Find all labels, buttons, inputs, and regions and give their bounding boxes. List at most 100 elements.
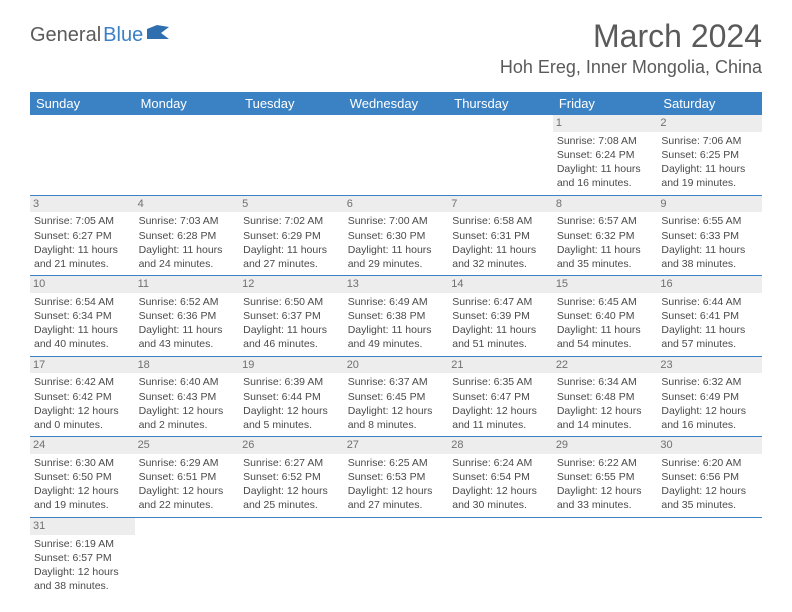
cell-dl2: and 2 minutes. [139, 418, 236, 432]
calendar-cell: 19Sunrise: 6:39 AMSunset: 6:44 PMDayligh… [239, 356, 344, 437]
day-number: 17 [30, 357, 135, 374]
day-header: Sunday [30, 92, 135, 115]
cell-sr: Sunrise: 6:30 AM [34, 456, 131, 470]
cell-dl1: Daylight: 12 hours [139, 404, 236, 418]
calendar-row: 3Sunrise: 7:05 AMSunset: 6:27 PMDaylight… [30, 195, 762, 276]
day-number-empty [344, 115, 449, 132]
day-header: Tuesday [239, 92, 344, 115]
calendar-cell: 3Sunrise: 7:05 AMSunset: 6:27 PMDaylight… [30, 195, 135, 276]
cell-dl2: and 33 minutes. [557, 498, 654, 512]
cell-sr: Sunrise: 6:40 AM [139, 375, 236, 389]
cell-dl2: and 16 minutes. [661, 418, 758, 432]
cell-ss: Sunset: 6:38 PM [348, 309, 445, 323]
cell-ss: Sunset: 6:25 PM [661, 148, 758, 162]
cell-dl2: and 38 minutes. [661, 257, 758, 271]
calendar-cell-empty [239, 115, 344, 195]
calendar-cell: 20Sunrise: 6:37 AMSunset: 6:45 PMDayligh… [344, 356, 449, 437]
day-number: 14 [448, 276, 553, 293]
cell-sr: Sunrise: 6:55 AM [661, 214, 758, 228]
cell-dl2: and 25 minutes. [243, 498, 340, 512]
calendar-cell: 11Sunrise: 6:52 AMSunset: 6:36 PMDayligh… [135, 276, 240, 357]
cell-sr: Sunrise: 6:42 AM [34, 375, 131, 389]
calendar-cell: 6Sunrise: 7:00 AMSunset: 6:30 PMDaylight… [344, 195, 449, 276]
cell-dl2: and 54 minutes. [557, 337, 654, 351]
cell-dl2: and 5 minutes. [243, 418, 340, 432]
calendar-cell-empty [344, 517, 449, 597]
cell-dl1: Daylight: 12 hours [34, 565, 131, 579]
day-number-empty [239, 518, 344, 535]
calendar-cell: 2Sunrise: 7:06 AMSunset: 6:25 PMDaylight… [657, 115, 762, 195]
cell-ss: Sunset: 6:36 PM [139, 309, 236, 323]
day-header: Thursday [448, 92, 553, 115]
day-header: Friday [553, 92, 658, 115]
cell-dl2: and 27 minutes. [243, 257, 340, 271]
calendar-cell: 26Sunrise: 6:27 AMSunset: 6:52 PMDayligh… [239, 437, 344, 518]
cell-dl1: Daylight: 11 hours [139, 323, 236, 337]
cell-dl2: and 14 minutes. [557, 418, 654, 432]
calendar-cell: 12Sunrise: 6:50 AMSunset: 6:37 PMDayligh… [239, 276, 344, 357]
cell-sr: Sunrise: 6:34 AM [557, 375, 654, 389]
cell-dl2: and 11 minutes. [452, 418, 549, 432]
cell-dl1: Daylight: 11 hours [661, 323, 758, 337]
cell-dl1: Daylight: 12 hours [34, 484, 131, 498]
cell-sr: Sunrise: 6:44 AM [661, 295, 758, 309]
calendar-cell-empty [657, 517, 762, 597]
day-number: 19 [239, 357, 344, 374]
calendar-cell: 13Sunrise: 6:49 AMSunset: 6:38 PMDayligh… [344, 276, 449, 357]
calendar-row: 31Sunrise: 6:19 AMSunset: 6:57 PMDayligh… [30, 517, 762, 597]
cell-sr: Sunrise: 7:06 AM [661, 134, 758, 148]
calendar-cell-empty [448, 115, 553, 195]
cell-dl2: and 49 minutes. [348, 337, 445, 351]
cell-dl1: Daylight: 11 hours [452, 323, 549, 337]
calendar-row: 17Sunrise: 6:42 AMSunset: 6:42 PMDayligh… [30, 356, 762, 437]
day-number-empty [30, 115, 135, 132]
cell-sr: Sunrise: 7:02 AM [243, 214, 340, 228]
cell-ss: Sunset: 6:37 PM [243, 309, 340, 323]
cell-dl1: Daylight: 12 hours [557, 484, 654, 498]
cell-sr: Sunrise: 6:54 AM [34, 295, 131, 309]
calendar-cell: 23Sunrise: 6:32 AMSunset: 6:49 PMDayligh… [657, 356, 762, 437]
cell-ss: Sunset: 6:48 PM [557, 390, 654, 404]
cell-sr: Sunrise: 6:50 AM [243, 295, 340, 309]
cell-ss: Sunset: 6:50 PM [34, 470, 131, 484]
day-number-empty [448, 518, 553, 535]
cell-dl2: and 46 minutes. [243, 337, 340, 351]
cell-dl1: Daylight: 12 hours [243, 404, 340, 418]
cell-ss: Sunset: 6:39 PM [452, 309, 549, 323]
day-header: Wednesday [344, 92, 449, 115]
day-number: 7 [448, 196, 553, 213]
cell-dl2: and 27 minutes. [348, 498, 445, 512]
cell-sr: Sunrise: 6:35 AM [452, 375, 549, 389]
cell-dl1: Daylight: 12 hours [34, 404, 131, 418]
cell-dl2: and 35 minutes. [661, 498, 758, 512]
calendar-row: 24Sunrise: 6:30 AMSunset: 6:50 PMDayligh… [30, 437, 762, 518]
cell-dl1: Daylight: 11 hours [243, 323, 340, 337]
cell-sr: Sunrise: 7:08 AM [557, 134, 654, 148]
cell-dl2: and 32 minutes. [452, 257, 549, 271]
calendar-cell: 16Sunrise: 6:44 AMSunset: 6:41 PMDayligh… [657, 276, 762, 357]
calendar-cell-empty [239, 517, 344, 597]
cell-sr: Sunrise: 6:29 AM [139, 456, 236, 470]
logo: GeneralBlue [30, 24, 169, 47]
cell-dl2: and 8 minutes. [348, 418, 445, 432]
cell-sr: Sunrise: 6:32 AM [661, 375, 758, 389]
cell-dl1: Daylight: 11 hours [557, 162, 654, 176]
cell-dl2: and 16 minutes. [557, 176, 654, 190]
cell-sr: Sunrise: 6:24 AM [452, 456, 549, 470]
cell-ss: Sunset: 6:47 PM [452, 390, 549, 404]
calendar-body: 1Sunrise: 7:08 AMSunset: 6:24 PMDaylight… [30, 115, 762, 597]
cell-ss: Sunset: 6:32 PM [557, 229, 654, 243]
day-number: 5 [239, 196, 344, 213]
calendar-cell: 29Sunrise: 6:22 AMSunset: 6:55 PMDayligh… [553, 437, 658, 518]
day-number: 15 [553, 276, 658, 293]
cell-dl2: and 57 minutes. [661, 337, 758, 351]
cell-sr: Sunrise: 6:45 AM [557, 295, 654, 309]
logo-text-general: General [30, 24, 101, 47]
cell-dl2: and 38 minutes. [34, 579, 131, 593]
calendar-cell-empty [553, 517, 658, 597]
day-number-empty [135, 115, 240, 132]
calendar-cell: 4Sunrise: 7:03 AMSunset: 6:28 PMDaylight… [135, 195, 240, 276]
calendar-row: 10Sunrise: 6:54 AMSunset: 6:34 PMDayligh… [30, 276, 762, 357]
cell-sr: Sunrise: 6:20 AM [661, 456, 758, 470]
day-number: 28 [448, 437, 553, 454]
